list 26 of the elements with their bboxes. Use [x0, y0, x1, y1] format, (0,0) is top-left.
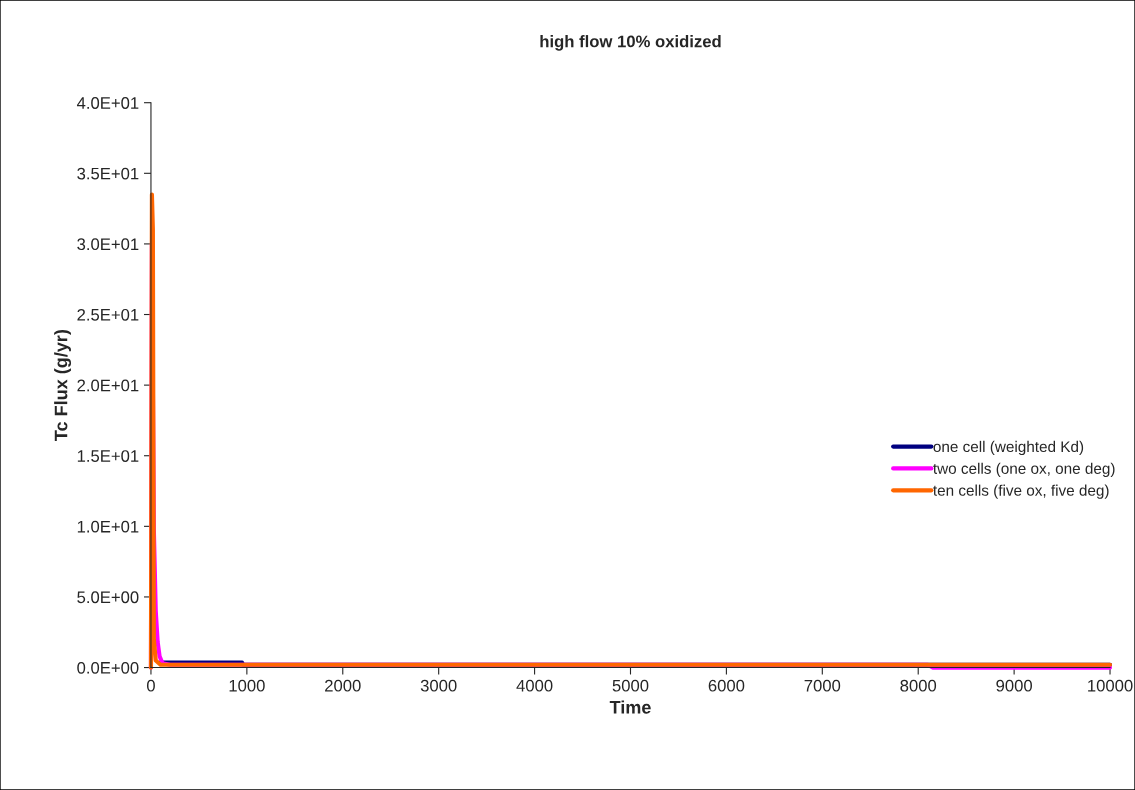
x-tick-label: 1000	[229, 679, 265, 692]
y-tick-label: 2.5E+01	[77, 308, 139, 321]
x-tick-label: 4000	[516, 679, 553, 692]
legend-label: two cells (one ox, one deg)	[933, 462, 1115, 477]
x-tick-label: 3000	[420, 679, 457, 692]
y-tick-label: 3.5E+01	[77, 167, 139, 180]
y-tick-label: 0.0E+00	[77, 661, 139, 674]
y-axis-title: Tc Flux (g/yr)	[54, 330, 72, 441]
y-tick-label: 5.0E+00	[77, 591, 139, 604]
x-tick-label: 9000	[996, 679, 1033, 692]
x-tick-label: 2000	[325, 679, 361, 692]
y-tick-label: 1.0E+01	[77, 520, 139, 533]
y-tick-label: 3.0E+01	[77, 238, 139, 251]
y-tick-label: 2.0E+01	[77, 379, 139, 392]
x-tick-label: 0	[146, 679, 155, 692]
x-tick-label: 7000	[804, 679, 841, 692]
x-tick-label: 6000	[708, 679, 745, 692]
x-axis-title: Time	[609, 700, 651, 714]
y-tick-label: 4.0E+01	[76, 97, 139, 109]
x-tick-label: 8000	[900, 679, 937, 692]
x-tick-label: 5000	[612, 679, 649, 692]
x-tick-label: 10000	[1088, 679, 1133, 692]
y-tick-label: 1.5E+01	[77, 450, 139, 462]
chart-title: high flow 10% oxidized	[540, 35, 721, 51]
legend-label: ten cells (five ox, five deg)	[933, 484, 1109, 499]
legend-label: one cell (weighted Kd)	[933, 440, 1084, 456]
